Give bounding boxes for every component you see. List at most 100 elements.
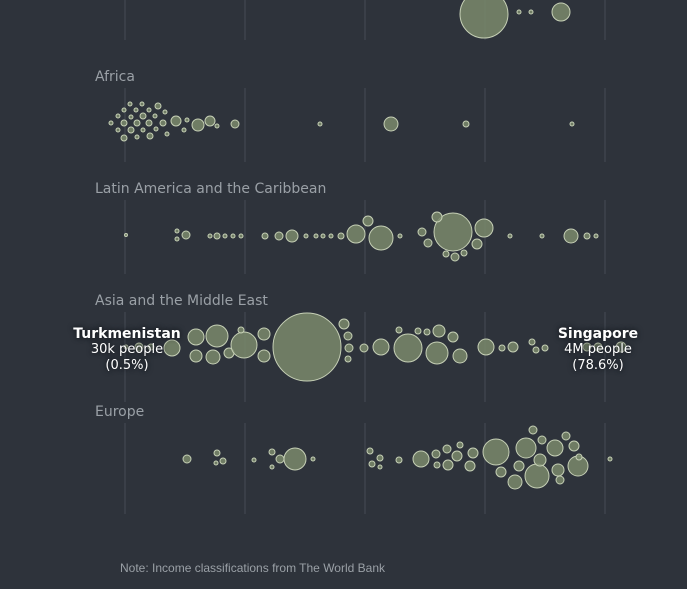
country-bubble[interactable] <box>412 450 430 468</box>
country-bubble[interactable] <box>108 120 114 126</box>
country-bubble[interactable] <box>450 252 460 262</box>
country-bubble[interactable] <box>555 475 565 485</box>
country-bubble[interactable] <box>222 233 228 239</box>
country-bubble[interactable] <box>251 457 257 463</box>
country-bubble[interactable] <box>569 121 575 127</box>
country-bubble[interactable] <box>257 327 271 341</box>
country-bubble[interactable] <box>498 344 506 352</box>
country-bubble[interactable] <box>154 102 162 110</box>
country-bubble[interactable] <box>452 348 468 364</box>
country-bubble[interactable] <box>140 127 146 133</box>
country-bubble[interactable] <box>146 132 154 140</box>
country-bubble[interactable] <box>133 119 141 127</box>
country-bubble[interactable] <box>533 453 547 467</box>
country-bubble[interactable] <box>214 123 220 129</box>
country-bubble[interactable] <box>366 447 374 455</box>
country-bubble[interactable] <box>362 215 374 227</box>
country-bubble[interactable] <box>537 435 547 445</box>
country-bubble[interactable] <box>541 344 549 352</box>
country-bubble[interactable] <box>134 134 140 140</box>
country-bubble[interactable] <box>187 328 205 346</box>
country-bubble[interactable] <box>528 9 534 15</box>
country-bubble[interactable] <box>204 115 216 127</box>
country-bubble[interactable] <box>432 324 446 338</box>
country-bubble[interactable] <box>344 343 354 353</box>
country-bubble[interactable] <box>507 474 523 490</box>
country-bubble[interactable] <box>431 449 441 459</box>
country-bubble[interactable] <box>372 338 390 356</box>
country-bubble[interactable] <box>383 116 399 132</box>
country-bubble[interactable] <box>397 233 403 239</box>
country-bubble[interactable] <box>303 233 309 239</box>
country-bubble[interactable] <box>320 233 326 239</box>
country-bubble[interactable] <box>170 115 182 127</box>
country-bubble[interactable] <box>393 333 423 363</box>
country-bubble[interactable] <box>205 349 221 365</box>
country-bubble[interactable] <box>575 453 583 461</box>
country-bubble[interactable] <box>615 341 627 353</box>
country-bubble[interactable] <box>153 126 159 132</box>
country-bubble[interactable] <box>495 466 507 478</box>
country-bubble[interactable] <box>174 236 180 242</box>
country-bubble[interactable] <box>460 249 468 257</box>
country-bubble[interactable] <box>532 346 540 354</box>
country-bubble[interactable] <box>133 107 139 113</box>
country-bubble[interactable] <box>467 447 479 459</box>
country-bubble[interactable] <box>607 456 613 462</box>
country-bubble[interactable] <box>377 464 383 470</box>
country-bubble[interactable] <box>191 118 205 132</box>
country-bubble[interactable] <box>539 233 545 239</box>
country-bubble[interactable] <box>285 229 299 243</box>
country-bubble[interactable] <box>524 463 550 489</box>
country-bubble[interactable] <box>268 448 276 456</box>
country-bubble[interactable] <box>442 250 450 258</box>
country-bubble[interactable] <box>561 431 571 441</box>
country-bubble[interactable] <box>368 460 376 468</box>
country-bubble[interactable] <box>219 457 227 465</box>
country-bubble[interactable] <box>162 109 168 115</box>
country-bubble[interactable] <box>181 230 191 240</box>
country-bubble[interactable] <box>274 231 284 241</box>
country-bubble[interactable] <box>593 342 603 352</box>
country-bubble[interactable] <box>343 331 353 341</box>
country-bubble[interactable] <box>275 454 285 464</box>
country-bubble[interactable] <box>159 119 167 127</box>
country-bubble[interactable] <box>272 312 342 382</box>
country-bubble[interactable] <box>417 227 427 237</box>
country-bubble[interactable] <box>551 463 565 477</box>
country-bubble[interactable] <box>230 233 236 239</box>
country-bubble[interactable] <box>433 212 473 252</box>
country-bubble[interactable] <box>395 326 403 334</box>
country-bubble[interactable] <box>145 119 153 127</box>
country-bubble[interactable] <box>551 2 571 22</box>
country-bubble[interactable] <box>213 232 221 240</box>
country-bubble[interactable] <box>257 349 271 363</box>
country-bubble[interactable] <box>456 441 464 449</box>
country-bubble[interactable] <box>139 112 147 120</box>
country-bubble[interactable] <box>310 456 316 462</box>
country-bubble[interactable] <box>482 438 510 466</box>
country-bubble[interactable] <box>583 232 591 240</box>
country-bubble[interactable] <box>269 464 275 470</box>
country-bubble[interactable] <box>423 238 433 248</box>
country-bubble[interactable] <box>184 117 190 123</box>
country-bubble[interactable] <box>146 107 152 113</box>
country-bubble[interactable] <box>447 331 459 343</box>
country-bubble[interactable] <box>546 439 564 457</box>
country-bubble[interactable] <box>423 328 431 336</box>
country-bubble[interactable] <box>507 233 513 239</box>
country-bubble[interactable] <box>442 459 454 471</box>
country-bubble[interactable] <box>338 318 350 330</box>
country-bubble[interactable] <box>189 349 203 363</box>
country-bubble[interactable] <box>433 461 441 469</box>
country-bubble[interactable] <box>459 0 509 39</box>
country-bubble[interactable] <box>147 343 155 351</box>
country-bubble[interactable] <box>346 224 366 244</box>
country-bubble[interactable] <box>451 450 463 462</box>
country-bubble[interactable] <box>368 225 394 251</box>
country-bubble[interactable] <box>474 218 494 238</box>
country-bubble[interactable] <box>163 339 181 357</box>
country-bubble[interactable] <box>230 119 240 129</box>
country-bubble[interactable] <box>414 327 422 335</box>
country-bubble[interactable] <box>477 338 495 356</box>
